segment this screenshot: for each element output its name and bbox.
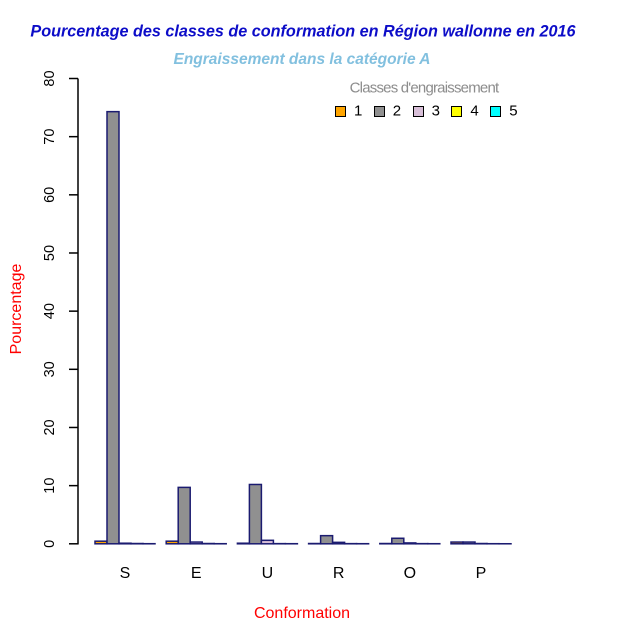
y-axis-title: Pourcentage — [8, 263, 25, 355]
bar-P-class1 — [450, 541, 464, 545]
bar-S-class2 — [106, 110, 120, 545]
legend-swatch-2 — [373, 105, 385, 117]
legend-label-4: 4 — [470, 102, 479, 119]
legend-swatch-5 — [490, 105, 502, 117]
bar-O-class2 — [391, 537, 405, 545]
bar-S-class3 — [118, 542, 132, 545]
bar-R-class2 — [319, 534, 334, 545]
legend-label-3: 3 — [431, 102, 440, 119]
y-tick-label: 60 — [42, 187, 58, 203]
y-tick-label: 50 — [42, 245, 58, 261]
chart-subtitle: Engraissement dans la catégorie A — [173, 51, 431, 68]
legend-swatch-4 — [451, 105, 463, 117]
x-tick-label: S — [120, 565, 131, 582]
y-tick-label: 20 — [42, 419, 58, 435]
y-tick-label: 30 — [42, 361, 58, 377]
legend-title: Classes d'engraissement — [349, 79, 500, 97]
bar-U-class1 — [236, 542, 251, 545]
bar-U-class2 — [248, 483, 263, 545]
legend-label-2: 2 — [392, 102, 402, 119]
legend-swatch-3 — [412, 105, 424, 117]
legend-label-1: 1 — [354, 102, 363, 119]
x-tick-label: E — [191, 565, 202, 582]
bar-S-class1 — [94, 540, 108, 545]
bar-E-class3 — [189, 541, 203, 545]
y-tick-label: 0 — [42, 540, 58, 548]
x-tick-label: P — [476, 565, 487, 582]
y-tick-label: 40 — [42, 303, 58, 319]
bar-E-class2 — [177, 486, 191, 545]
x-tick-label: R — [333, 565, 345, 582]
x-axis-title: Conformation — [253, 605, 351, 622]
x-tick-label: U — [262, 565, 274, 582]
bar-O-class3 — [403, 542, 417, 545]
y-tick-label: 10 — [42, 478, 58, 494]
legend-swatch-1 — [335, 105, 346, 117]
legend-label-5: 5 — [509, 102, 518, 119]
x-tick-label: O — [404, 565, 416, 582]
bar-U-class3 — [260, 539, 275, 545]
bar-E-class1 — [165, 540, 179, 545]
y-tick-label: 80 — [42, 70, 58, 86]
y-tick-label: 70 — [42, 129, 58, 145]
bar-R-class3 — [331, 541, 346, 545]
bar-P-class2 — [462, 541, 476, 545]
chart-title: Pourcentage des classes de conformation … — [30, 22, 576, 41]
